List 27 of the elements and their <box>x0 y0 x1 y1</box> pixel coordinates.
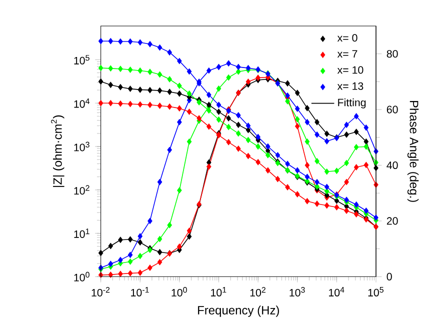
y2-axis-title: Phase Angle (deg.) <box>407 100 419 202</box>
legend-label: x= 7 <box>337 50 358 58</box>
x-tick-label: 10$^{-1}$ <box>131 287 149 296</box>
y2-tick-label: 20 <box>386 217 398 225</box>
y2-tick-label: 80 <box>386 50 398 58</box>
y-tick-label: 10$^{4}$ <box>74 98 90 108</box>
y-tick-label: 10$^{1}$ <box>74 228 90 238</box>
x-tick-label: 10$^{4}$ <box>329 287 344 296</box>
x-tick-label: 10$^{0}$ <box>172 287 187 297</box>
x-tick-label: 10$^{2}$ <box>250 287 266 297</box>
legend-label: x= 0 <box>337 34 358 42</box>
y-tick-label: 10$^{0}$ <box>74 272 90 282</box>
x-tick-label: 10$^{1}$ <box>211 287 226 296</box>
y-axis-title: |Z| (ohm·cm$^{2}$) <box>51 115 64 187</box>
legend-label: x= 10 <box>337 66 364 74</box>
x-tick-label: 10$^{3}$ <box>290 287 305 297</box>
y-tick-label: 10$^{2}$ <box>74 185 90 195</box>
x-axis-title: Frequency (Hz) <box>198 306 279 317</box>
legend-label: x= 13 <box>337 82 364 90</box>
y2-tick-label: 60 <box>386 106 398 114</box>
legend-label: Fitting <box>338 98 366 108</box>
y2-tick-label: 0 <box>386 272 392 280</box>
y-tick-label: 10$^{3}$ <box>74 142 90 152</box>
x-tick-label: 10$^{5}$ <box>368 287 384 296</box>
x-tick-label: 10$^{-2}$ <box>92 287 110 297</box>
y2-tick-label: 40 <box>386 161 398 170</box>
y-tick-label: 10$^{5}$ <box>74 55 90 64</box>
